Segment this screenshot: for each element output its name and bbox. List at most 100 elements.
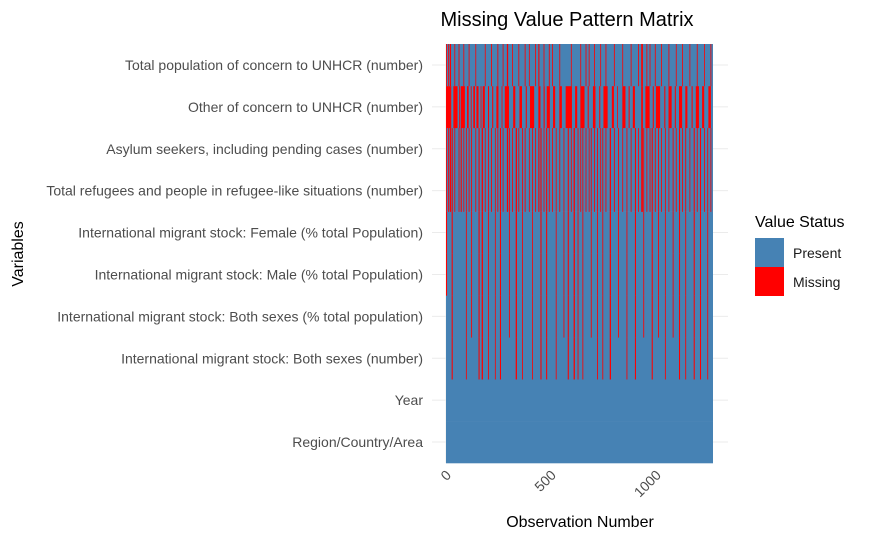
missing-cell: [487, 253, 489, 296]
missing-cell: [497, 169, 499, 212]
missing-cell: [609, 253, 611, 296]
missing-cell: [699, 211, 702, 254]
missing-cell: [555, 295, 557, 338]
missing-cell: [543, 85, 545, 129]
missing-cell: [532, 337, 533, 380]
missing-cell: [471, 127, 473, 170]
present-cells-row: [446, 85, 713, 129]
missing-cell: [521, 211, 523, 254]
missing-cell: [478, 169, 480, 212]
missing-cell: [664, 169, 666, 212]
missing-cell: [494, 127, 496, 170]
missing-cell: [494, 295, 496, 338]
missing-cell: [559, 44, 561, 87]
missing-cell: [446, 85, 452, 129]
missing-cell: [512, 169, 513, 212]
missing-cell: [685, 85, 688, 129]
missing-cell: [658, 169, 659, 212]
missing-cell: [590, 169, 592, 212]
missing-cell: [478, 211, 480, 254]
missing-cell: [699, 337, 702, 380]
missing-cell: [471, 295, 473, 338]
missing-cell: [602, 295, 604, 338]
missing-cell: [512, 44, 513, 87]
missing-cell: [552, 127, 553, 170]
missing-cell: [602, 211, 604, 254]
missing-cell: [678, 211, 681, 254]
missing-cell: [622, 169, 624, 212]
missing-cell: [481, 337, 483, 380]
missing-cell: [481, 211, 483, 254]
missing-cell: [634, 169, 636, 212]
missing-cell: [696, 44, 698, 87]
missing-cell: [577, 337, 579, 380]
missing-cell: [638, 169, 639, 212]
missing-cell: [465, 253, 467, 296]
missing-cell: [580, 127, 582, 170]
missing-cell: [465, 337, 467, 380]
missing-cell: [559, 127, 561, 170]
missing-cell: [468, 44, 470, 87]
missing-cell: [548, 44, 550, 87]
missing-cell: [577, 127, 579, 170]
missing-cell: [658, 295, 659, 338]
missing-cell: [570, 44, 572, 87]
y-tick-label: Asylum seekers, including pending cases …: [106, 141, 423, 157]
missing-cell: [515, 253, 517, 296]
missing-cell: [471, 169, 473, 212]
chart-title: Missing Value Pattern Matrix: [440, 9, 693, 31]
missing-cell: [525, 85, 527, 129]
missing-cell: [645, 85, 650, 129]
missing-cell: [506, 44, 509, 87]
missing-cell: [573, 253, 575, 296]
missing-cell: [696, 127, 698, 170]
missing-cell: [567, 211, 569, 254]
missing-cell: [496, 85, 499, 129]
missing-cell: [463, 169, 465, 212]
missing-cell: [630, 127, 632, 170]
missing-cell: [613, 44, 615, 87]
missing-cell: [546, 85, 550, 129]
missing-cell: [618, 127, 619, 170]
missing-cell: [658, 211, 659, 254]
missing-cell: [446, 169, 447, 212]
missing-cell: [585, 127, 587, 170]
missing-cell: [696, 169, 698, 212]
present-cells-row: [446, 253, 713, 296]
missing-cell: [672, 169, 674, 212]
missing-cell: [555, 127, 557, 170]
missing-cell: [491, 44, 492, 87]
missing-cell: [643, 127, 645, 170]
missing-cell: [618, 253, 619, 296]
missing-cell: [546, 127, 548, 170]
missing-cell: [678, 253, 681, 296]
missing-cell: [465, 211, 467, 254]
missing-cell: [451, 295, 453, 338]
missing-cell: [597, 169, 598, 212]
missing-cell: [685, 169, 687, 212]
missing-cell: [643, 211, 645, 254]
missing-cell: [515, 127, 517, 170]
missing-cell: [448, 169, 449, 212]
missing-cell: [548, 169, 550, 212]
missing-cell: [611, 85, 614, 129]
missing-cell: [668, 85, 672, 129]
y-tick-label: Region/Country/Area: [292, 434, 423, 450]
missing-cell: [618, 295, 619, 338]
missing-cell: [484, 44, 486, 87]
missing-cell: [453, 85, 458, 129]
missing-cell: [555, 211, 557, 254]
y-tick-label: International migrant stock: Both sexes …: [121, 350, 423, 366]
missing-cell: [506, 127, 509, 170]
missing-cell: [532, 295, 533, 338]
missing-cell: [538, 127, 540, 170]
missing-cell: [609, 211, 611, 254]
missing-cell: [563, 127, 565, 170]
missing-cell: [672, 253, 674, 296]
missing-cell: [538, 44, 540, 87]
missing-cell: [546, 337, 548, 380]
missing-cell: [532, 127, 533, 170]
missing-cell: [590, 127, 592, 170]
missing-cell: [573, 169, 575, 212]
missing-cell: [678, 85, 683, 129]
